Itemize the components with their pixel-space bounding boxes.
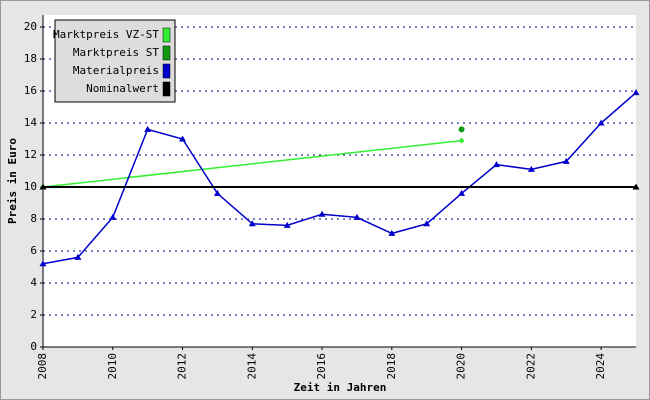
x-tick-label: 2024	[594, 353, 607, 380]
point	[74, 253, 82, 260]
point	[109, 213, 117, 220]
legend-label: Marktpreis ST	[73, 46, 159, 59]
x-tick-label: 2016	[315, 353, 328, 380]
point	[179, 135, 187, 142]
x-tick-label: 2010	[106, 353, 119, 380]
y-tick-label: 18	[24, 52, 37, 65]
legend-label: Materialpreis	[73, 64, 159, 77]
y-tick-label: 0	[30, 340, 37, 353]
line	[42, 92, 637, 265]
point	[527, 165, 535, 172]
x-tick-label: 2022	[524, 353, 537, 380]
y-tick-label: 8	[30, 212, 37, 225]
point	[388, 229, 396, 236]
point	[632, 183, 640, 190]
y-tick-label: 6	[30, 244, 37, 257]
y-tick-label: 12	[24, 148, 37, 161]
point	[492, 161, 500, 168]
y-tick-label: 14	[24, 116, 38, 129]
line	[42, 139, 462, 188]
legend-swatch	[162, 45, 171, 61]
y-axis-label: Preis in Euro	[6, 138, 19, 224]
y-tick-label: 20	[24, 20, 37, 33]
point	[458, 137, 465, 144]
point	[562, 157, 570, 164]
y-tick-label: 4	[30, 276, 37, 289]
point	[632, 89, 640, 96]
point	[248, 220, 256, 227]
legend-swatch	[162, 27, 171, 43]
point	[458, 126, 465, 133]
point	[144, 125, 152, 132]
point	[318, 210, 326, 217]
x-tick-label: 2020	[455, 353, 468, 380]
legend-swatch	[162, 81, 171, 97]
y-tick-label: 10	[24, 180, 37, 193]
point	[353, 213, 361, 220]
x-tick-label: 2014	[245, 353, 258, 380]
x-tick-label: 2018	[385, 353, 398, 380]
y-tick-label: 2	[30, 308, 37, 321]
point	[423, 220, 431, 227]
legend-swatch	[162, 63, 171, 79]
x-axis-label: Zeit in Jahren	[294, 381, 387, 394]
point	[39, 260, 47, 267]
legend-label: Nominalwert	[86, 82, 159, 95]
point	[597, 119, 605, 126]
legend	[54, 19, 176, 103]
point	[39, 183, 47, 190]
legend-label: Marktpreis VZ-ST	[53, 28, 159, 41]
point	[213, 189, 221, 196]
point	[283, 221, 291, 228]
y-tick-label: 16	[24, 84, 37, 97]
x-tick-label: 2008	[36, 353, 49, 380]
x-tick-label: 2012	[176, 353, 189, 380]
point	[458, 189, 466, 196]
